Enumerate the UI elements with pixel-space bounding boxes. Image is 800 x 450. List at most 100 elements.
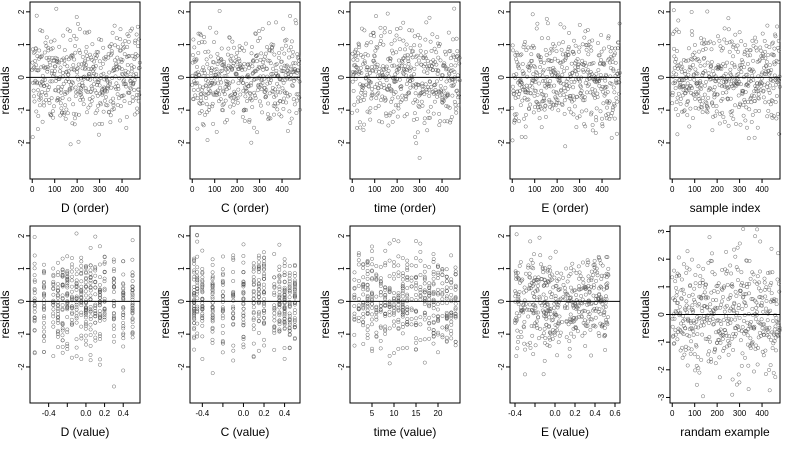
data-point xyxy=(574,271,579,275)
data-point xyxy=(686,58,691,63)
data-point xyxy=(692,352,697,357)
data-point xyxy=(594,71,599,76)
data-point xyxy=(738,338,743,343)
data-point xyxy=(380,94,385,99)
data-point xyxy=(423,82,428,87)
data-point xyxy=(523,372,527,377)
data-point xyxy=(260,110,265,115)
data-point xyxy=(271,89,276,94)
data-point xyxy=(366,53,370,58)
data-point xyxy=(716,78,721,83)
data-point xyxy=(229,95,234,100)
data-point xyxy=(386,68,391,73)
data-point xyxy=(714,298,719,303)
data-point xyxy=(422,317,427,322)
data-point xyxy=(521,45,526,50)
data-point xyxy=(595,95,600,100)
data-point xyxy=(47,60,52,65)
data-point xyxy=(536,336,541,341)
data-point xyxy=(739,70,744,74)
data-point xyxy=(407,66,412,71)
data-point xyxy=(671,70,676,75)
data-point xyxy=(604,74,609,79)
data-point xyxy=(282,51,287,56)
data-point xyxy=(383,111,388,116)
data-point xyxy=(568,285,573,290)
data-point xyxy=(401,20,406,25)
data-point xyxy=(693,273,698,277)
data-point xyxy=(567,106,572,111)
data-point xyxy=(567,84,572,89)
data-point xyxy=(742,52,747,57)
data-point xyxy=(419,99,424,104)
data-point xyxy=(276,74,281,79)
data-point xyxy=(128,78,133,83)
data-point xyxy=(361,128,366,133)
data-point xyxy=(748,53,753,58)
data-point xyxy=(74,112,79,117)
data-point xyxy=(200,267,205,271)
data-point xyxy=(60,84,65,89)
data-point xyxy=(455,73,460,78)
data-point xyxy=(257,29,262,33)
data-point xyxy=(69,278,74,283)
data-point xyxy=(66,69,71,74)
data-point xyxy=(425,64,429,69)
data-point xyxy=(250,45,254,49)
data-point xyxy=(262,296,267,301)
data-point xyxy=(520,81,525,86)
data-point xyxy=(599,49,604,54)
data-point xyxy=(122,99,127,104)
data-point xyxy=(88,307,93,312)
data-point xyxy=(88,280,93,285)
data-point xyxy=(562,111,567,116)
data-point xyxy=(355,99,360,104)
data-point xyxy=(37,48,42,53)
data-point xyxy=(396,326,401,331)
data-point xyxy=(116,96,121,101)
data-point xyxy=(85,57,90,62)
data-point xyxy=(383,26,387,31)
data-point xyxy=(612,103,617,108)
data-point xyxy=(282,273,287,278)
data-point xyxy=(392,351,396,356)
data-point xyxy=(49,112,54,117)
data-point xyxy=(205,62,210,67)
data-point xyxy=(556,58,560,63)
data-point xyxy=(70,86,74,91)
data-point xyxy=(429,48,434,53)
data-point xyxy=(544,93,549,98)
data-point xyxy=(77,27,82,32)
data-point xyxy=(589,72,594,77)
data-point xyxy=(761,309,766,314)
data-point xyxy=(703,46,708,51)
data-point xyxy=(405,112,409,117)
data-point xyxy=(90,42,95,47)
data-point xyxy=(772,46,777,51)
data-point xyxy=(515,346,520,351)
data-point xyxy=(571,50,576,54)
data-point xyxy=(423,54,427,59)
data-point xyxy=(72,33,76,38)
data-point xyxy=(750,67,755,72)
data-point xyxy=(418,338,423,343)
data-point xyxy=(756,88,761,93)
data-point xyxy=(767,63,772,68)
data-point xyxy=(736,49,740,54)
data-point xyxy=(733,317,738,322)
data-point xyxy=(355,125,359,130)
data-point xyxy=(392,260,396,265)
data-point xyxy=(387,241,392,246)
points xyxy=(513,232,611,377)
data-point xyxy=(733,254,738,259)
data-point xyxy=(79,87,84,92)
data-point xyxy=(111,317,116,322)
data-point xyxy=(436,44,441,49)
data-point xyxy=(422,281,427,286)
y-tick-label: -2 xyxy=(497,139,506,147)
data-point xyxy=(543,47,548,52)
data-point xyxy=(525,342,530,347)
data-point xyxy=(293,18,298,23)
